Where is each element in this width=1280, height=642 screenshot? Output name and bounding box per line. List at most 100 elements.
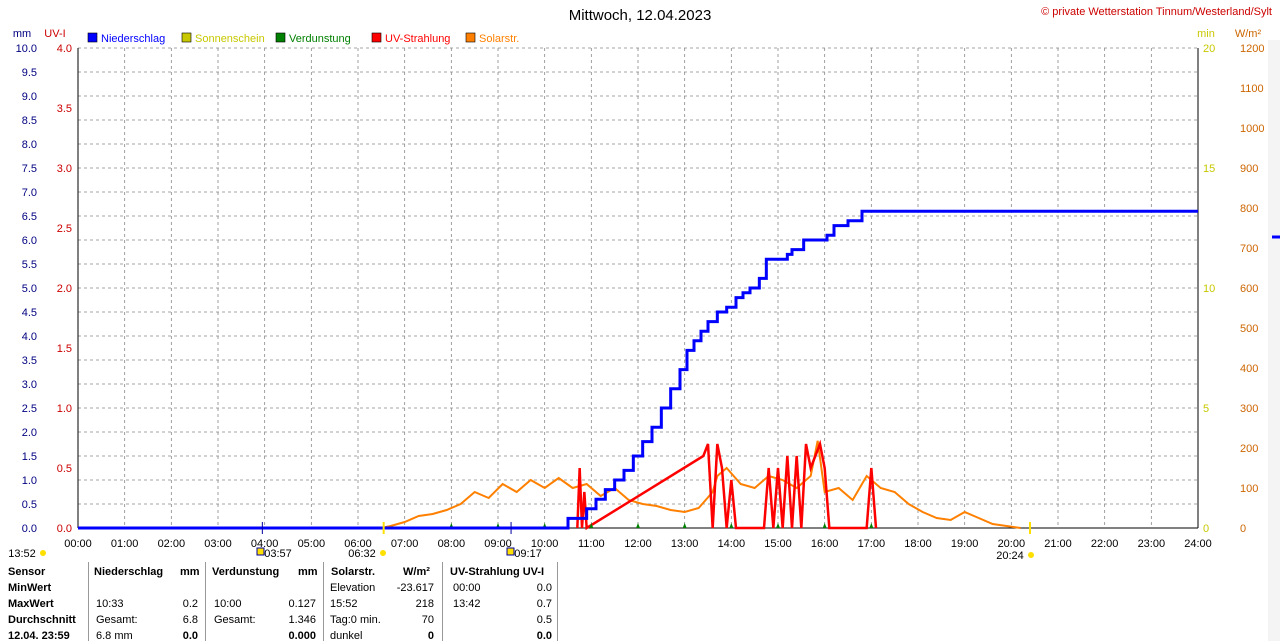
y-tick-label-wm2: 300 (1240, 403, 1258, 415)
stats-cell-v-time: 10:00 (214, 598, 242, 610)
legend-swatch (371, 32, 382, 43)
y-tick-label-mm: 2.0 (22, 427, 37, 439)
x-tick-label: 01:00 (111, 538, 139, 550)
stats-cell-v-time: Gesamt: (214, 614, 256, 626)
y-tick-label-mm: 8.5 (22, 115, 37, 127)
x-tick-label: 13:00 (671, 538, 699, 550)
x-tick-label: 04:00 (251, 538, 279, 550)
series-line-solarstr (381, 440, 1021, 529)
x-tick-label: 14:00 (718, 538, 746, 550)
y-tick-label-mm: 7.0 (22, 187, 37, 199)
stats-cell-n-time: 6.8 mm (96, 630, 133, 642)
y-tick-label-uvi: 0.5 (57, 463, 72, 475)
x-tick-label: 06:00 (344, 538, 372, 550)
header-sensor: Sensor (8, 566, 46, 578)
legend-swatch (87, 32, 98, 43)
series-line-uvstrahlung (576, 439, 878, 531)
y-tick-label-uvi: 3.5 (57, 103, 72, 115)
legend-label: Solarstr. (479, 33, 519, 45)
y-tick-label-mm: 5.0 (22, 283, 37, 295)
y-tick-label-wm2: 1000 (1240, 123, 1264, 135)
y-tick-label-wm2: 1200 (1240, 43, 1264, 55)
x-tick-label: 08:00 (438, 538, 466, 550)
legend-label: Verdunstung (289, 33, 351, 45)
right-scrollbar[interactable] (1268, 40, 1280, 641)
y-tick-label-uvi: 2.5 (57, 223, 72, 235)
x-tick-label: 17:00 (858, 538, 886, 550)
y-tick-label-wm2: 800 (1240, 203, 1258, 215)
stats-cell-label: MinWert (8, 582, 52, 594)
header-solar: Solarstr. (331, 566, 376, 578)
y-tick-label-uvi: 1.5 (57, 343, 72, 355)
events-layer: 13:52 03:57 06:32 09:17 20:24 (8, 522, 1034, 562)
x-tick-label: 22:00 (1091, 538, 1119, 550)
verdunstung-mark (869, 523, 874, 528)
verdunstung-mark (682, 523, 687, 528)
stats-cell-n-val: 6.8 (182, 614, 198, 626)
stats-cell-label: Durchschnitt (8, 614, 76, 626)
x-tick-label: 12:00 (624, 538, 652, 550)
stats-cell-v-val: 1.346 (288, 614, 316, 626)
stats-table: Sensor Niederschlag mm Verdunstung mm So… (0, 562, 560, 642)
y-tick-label-min: 5 (1203, 403, 1209, 415)
legend-swatch (181, 32, 192, 43)
legend: Niederschlag Sonnenschein Verdunstung UV-St… (87, 32, 519, 45)
verdunstung-mark (589, 523, 594, 528)
x-tick-label: 19:00 (951, 538, 979, 550)
y-tick-label-wm2: 600 (1240, 283, 1258, 295)
y-tick-label-mm: 1.0 (22, 475, 37, 487)
stats-cell-s-key: Tag:0 min. (330, 614, 381, 626)
stats-cell-u-val: 0.0 (536, 582, 552, 594)
axes: 0.0 0.5 1.0 1.5 2.0 2.5 3.0 3.5 4.0 4.5 5.0 5.5 6.0 6… (13, 28, 1265, 550)
x-tick-label: 11:00 (578, 538, 605, 550)
y-tick-label-min: 0 (1203, 523, 1209, 535)
y-tick-label-min: 20 (1203, 43, 1215, 55)
y-tick-label-mm: 0.0 (22, 523, 37, 535)
y-tick-label-wm2: 900 (1240, 163, 1258, 175)
verdunstung-mark (822, 523, 827, 528)
moon-icon (256, 547, 265, 556)
stats-cell-u-time: 00:00 (453, 582, 481, 594)
y-tick-label-mm: 5.5 (22, 259, 37, 271)
event-time-label: 09:17 (514, 548, 542, 560)
stats-cell-s-val: 218 (415, 598, 434, 610)
stats-cell-u-val: 0.5 (536, 614, 552, 626)
x-tick-label: 03:00 (204, 538, 232, 550)
y-tick-label-mm: 0.5 (22, 499, 37, 511)
y-tick-label-mm: 2.5 (22, 403, 37, 415)
header-niederschlag: Niederschlag (94, 566, 164, 578)
y-tick-label-wm2: 1100 (1240, 83, 1264, 95)
y-tick-label-mm: 3.5 (22, 355, 37, 367)
y-tick-label-uvi: 0.0 (57, 523, 72, 535)
moon-icon (506, 547, 515, 556)
y-tick-label-wm2: 200 (1240, 443, 1258, 455)
y-tick-label-uvi: 2.0 (57, 283, 72, 295)
y-tick-label-wm2: 700 (1240, 243, 1258, 255)
sun-icon (380, 550, 386, 556)
y-tick-label-uvi: 3.0 (57, 163, 72, 175)
stats-cell-u-time: 13:42 (453, 598, 481, 610)
axis-unit-uvi: UV-I (44, 28, 65, 40)
y-tick-label-wm2: 100 (1240, 483, 1258, 495)
stats-cell-label: 12.04. 23:59 (8, 630, 70, 642)
y-tick-label-mm: 10.0 (16, 43, 37, 55)
stats-cell-n-val: 0.0 (182, 630, 198, 642)
stats-cell-s-val: 70 (421, 614, 434, 626)
y-tick-label-mm: 1.5 (22, 451, 37, 463)
stats-cell-v-val: 0.127 (288, 598, 316, 610)
header-wm2: W/m² (403, 566, 430, 578)
verdunstung-mark (776, 523, 780, 528)
divider (205, 562, 206, 641)
grid (77, 47, 1199, 529)
y-tick-label-mm: 6.0 (22, 235, 37, 247)
y-tick-label-mm: 9.0 (22, 91, 37, 103)
x-tick-label: 10:00 (531, 538, 559, 550)
x-tick-label: 02:00 (158, 538, 186, 550)
y-tick-label-mm: 4.5 (22, 307, 37, 319)
y-tick-label-uvi: 4.0 (57, 43, 72, 55)
divider (557, 562, 558, 641)
axis-unit-wm2: W/m² (1235, 28, 1262, 40)
axis-unit-mm: mm (13, 28, 31, 40)
x-tick-label: 07:00 (391, 538, 419, 550)
event-time-label: 20:24 (996, 550, 1024, 562)
